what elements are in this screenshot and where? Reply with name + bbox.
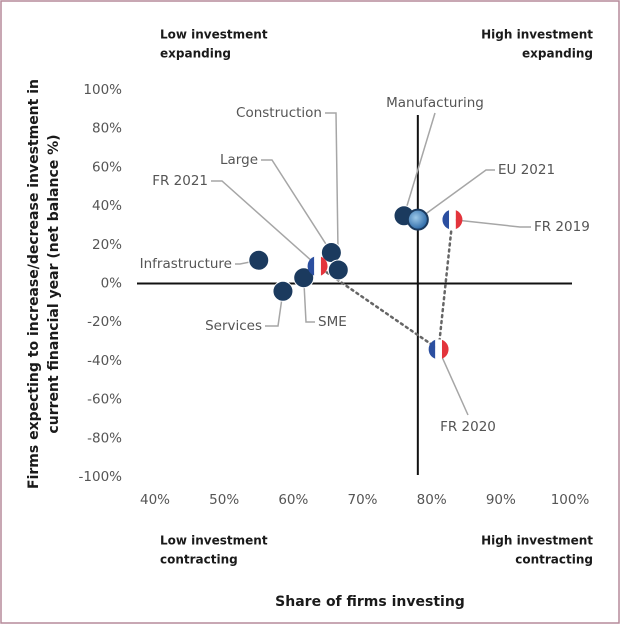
leader-line: [437, 348, 469, 416]
dot: [248, 249, 270, 271]
y-tick-label: 60%: [92, 159, 122, 175]
dot: [272, 280, 294, 302]
point-label: Infrastructure: [140, 256, 232, 272]
y-tick-label: 20%: [92, 237, 122, 253]
leader-line: [261, 159, 333, 253]
y-axis-label: current financial year (net balance %): [46, 134, 62, 433]
y-tick-label: -40%: [87, 353, 122, 369]
point-label: FR 2021: [152, 173, 208, 189]
y-tick-label: -60%: [87, 392, 122, 408]
point-label: Services: [205, 318, 262, 334]
x-axis-label: Share of firms investing: [275, 594, 465, 610]
flag-stripe: [449, 209, 456, 230]
leader-line: [417, 169, 495, 221]
flag-stripe: [442, 209, 450, 230]
x-tick-label: 80%: [417, 492, 447, 508]
point-label: EU 2021: [498, 162, 555, 178]
leader-line: [302, 277, 315, 323]
fr-trajectory: [316, 218, 454, 352]
quadrant-label: expanding: [160, 47, 231, 61]
point-label: Construction: [236, 105, 322, 121]
y-tick-label: 100%: [83, 82, 122, 98]
flag-stripe: [307, 256, 315, 277]
quadrant-label: Low investment: [160, 534, 268, 548]
eu-marker: [406, 208, 429, 231]
y-tick-label: -20%: [87, 314, 122, 330]
leader-line: [211, 180, 319, 267]
quadrant-label: High investment: [481, 28, 593, 42]
dot: [293, 267, 315, 289]
flag-stripe: [320, 256, 328, 277]
x-tick-label: 40%: [140, 492, 170, 508]
leader-line: [325, 112, 340, 270]
y-tick-label: 0%: [101, 276, 123, 292]
y-tick-label: -100%: [79, 469, 123, 485]
point: [327, 259, 349, 281]
flag-stripe: [435, 339, 442, 360]
point: [428, 339, 449, 360]
quadrant-label: Low investment: [160, 28, 268, 42]
x-tick-label: 60%: [278, 492, 308, 508]
leader-line: [403, 112, 436, 216]
y-tick-label: 80%: [92, 121, 122, 137]
leader-line: [265, 291, 284, 327]
flag-stripe: [455, 209, 463, 230]
point: [272, 280, 294, 302]
point: [293, 267, 315, 289]
flag-stripe: [314, 256, 321, 277]
x-tick-label: 100%: [551, 492, 590, 508]
x-tick-label: 90%: [486, 492, 516, 508]
point-label: Large: [220, 152, 258, 168]
y-tick-label: -80%: [87, 430, 122, 446]
point: [248, 249, 270, 271]
point-label: FR 2019: [534, 219, 590, 235]
point-label: Manufacturing: [386, 95, 484, 111]
point: [307, 256, 328, 277]
quadrant-label: contracting: [160, 553, 238, 567]
flag-stripe: [441, 339, 449, 360]
leader-line: [452, 218, 531, 228]
x-tick-label: 70%: [347, 492, 377, 508]
x-tick-label: 50%: [209, 492, 239, 508]
y-axis-label: Firms expecting to increase/decrease inv…: [26, 79, 42, 489]
point: [406, 208, 429, 231]
point-label: FR 2020: [440, 419, 496, 435]
point: [442, 209, 463, 230]
quadrant-label: High investment: [481, 534, 593, 548]
point-label: SME: [318, 314, 347, 330]
quadrant-label: contracting: [515, 553, 593, 567]
y-tick-label: 40%: [92, 198, 122, 214]
dot: [327, 259, 349, 281]
flag-stripe: [428, 339, 436, 360]
quadrant-label: expanding: [522, 47, 593, 61]
